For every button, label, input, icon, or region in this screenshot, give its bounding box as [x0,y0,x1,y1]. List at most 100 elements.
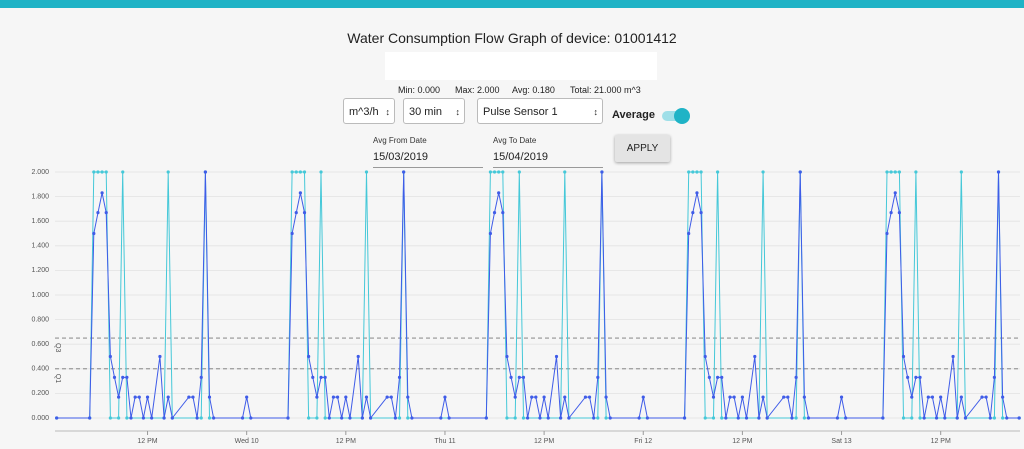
data-point [335,395,340,399]
data-point [641,395,645,399]
data-point [992,416,996,420]
to-date[interactable]: 15/04/2019 [493,151,603,168]
data-point [397,416,402,420]
data-point [517,375,521,380]
data-point [245,395,249,399]
toggle-label: Average [612,109,656,121]
data-point [150,416,154,420]
data-point [484,416,488,420]
data-point [290,231,294,236]
data-point [137,395,141,399]
data-point [703,354,707,359]
data-point [645,416,649,420]
data-point [307,354,311,359]
data-point [203,170,207,174]
data-point [563,395,567,399]
apply-button[interactable]: APPLY [615,135,670,162]
data-point [901,416,906,420]
x-tick-label: 12 PM [534,438,554,445]
data-point [393,416,397,420]
x-tick-label: Thu 11 [434,438,455,445]
data-point [497,170,501,174]
data-point [199,375,203,380]
data-point [406,395,410,399]
data-point [406,416,410,420]
data-point [1001,395,1005,399]
data-point [720,375,724,380]
data-point [488,170,493,174]
interval-select[interactable]: 30 min [403,98,465,125]
data-point [889,170,893,174]
unit-select[interactable]: m^3/h [343,98,395,125]
data-point [298,170,302,174]
data-point [402,170,406,174]
data-point [513,416,517,420]
data-point [711,416,716,420]
data-point [501,210,505,215]
from-date[interactable]: 15/03/2019 [373,151,483,168]
data-point [753,354,757,359]
data-point [327,416,331,420]
data-point [340,416,344,420]
reference-label: Q3 [54,343,61,352]
data-point [732,395,736,399]
data-point [104,170,108,174]
data-point [92,170,96,174]
data-point [319,375,323,380]
data-point [955,416,959,420]
data-point [724,416,728,420]
data-point [687,170,691,174]
data-point [980,395,984,399]
stat: Total: 21.000 m^3 [570,85,641,95]
data-point [798,170,802,174]
data-point [207,395,212,399]
data-point [596,416,600,420]
data-point [141,416,146,420]
data-point [191,395,195,399]
data-point [893,191,897,195]
data-point [323,375,327,380]
data-point [397,375,402,380]
data-point [682,416,687,420]
data-point [687,231,691,236]
data-point [604,395,608,399]
data-point [92,231,96,236]
data-point [100,191,104,195]
y-tick-label: 1.000 [31,292,49,299]
data-point [323,416,327,420]
data-point [951,354,955,359]
data-point [129,416,133,420]
data-point [567,416,571,420]
data-point [695,170,699,174]
data-point [1017,416,1021,420]
data-point [199,416,203,420]
data-point [757,416,761,420]
data-point [959,170,963,174]
data-point [885,231,889,236]
data-point [319,170,323,174]
data-point [307,416,311,420]
data-point [699,170,703,174]
data-point [939,395,943,399]
data-point [744,416,749,420]
data-point [207,416,212,420]
data-point [897,210,901,215]
data-point [926,395,930,399]
data-point [711,395,716,399]
data-point [835,416,840,420]
data-point [170,416,174,420]
data-point [55,416,59,420]
toggle-knob[interactable] [674,108,690,124]
data-point [596,375,600,380]
data-point [765,416,769,420]
sensor-select[interactable]: Pulse Sensor 1 [477,98,603,125]
data-point [914,375,918,380]
data-point [497,191,501,195]
y-tick-label: 1.600 [31,218,49,225]
data-point [492,210,497,215]
data-point [108,354,112,359]
data-point [963,416,968,420]
data-point [125,375,129,380]
data-point [934,416,939,420]
